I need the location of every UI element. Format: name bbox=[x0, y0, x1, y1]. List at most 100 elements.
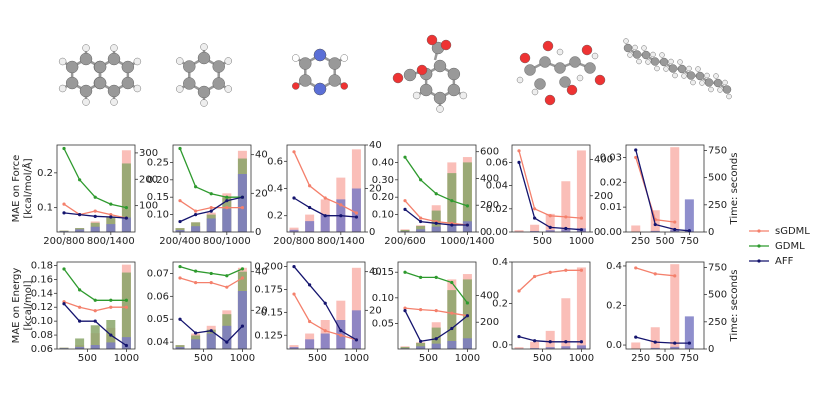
y-axis-label: MAE on Energy bbox=[11, 268, 22, 344]
mae-point bbox=[125, 344, 128, 347]
y-tick-label: 0.10 bbox=[372, 293, 394, 304]
mae-point bbox=[109, 203, 112, 206]
x-tick-label: 200/800 bbox=[43, 236, 85, 247]
time-bar bbox=[577, 150, 586, 232]
mae-point bbox=[450, 281, 453, 284]
time-bar bbox=[222, 209, 231, 232]
mae-point bbox=[225, 341, 228, 344]
atom bbox=[727, 94, 732, 99]
y-tick-label: 0.05 bbox=[372, 318, 394, 329]
mae-point bbox=[178, 147, 181, 150]
y-tick-label: 0.08 bbox=[31, 330, 53, 341]
y2-tick-label: 250 bbox=[708, 200, 727, 211]
mae-point bbox=[419, 220, 422, 223]
mae-point bbox=[324, 329, 327, 332]
atom bbox=[292, 55, 299, 62]
mae-point bbox=[94, 215, 97, 218]
atom bbox=[176, 86, 183, 93]
atom bbox=[404, 69, 416, 81]
mae-point bbox=[94, 196, 97, 199]
mae-point bbox=[109, 299, 112, 302]
time-bar bbox=[238, 174, 247, 232]
x-tick-label: 750 bbox=[680, 353, 699, 364]
x-tick-label: 500 bbox=[533, 236, 552, 247]
atom bbox=[642, 46, 647, 51]
time-bar bbox=[463, 221, 472, 232]
legend-label: AFF bbox=[775, 256, 794, 267]
y2-tick-label: 250 bbox=[708, 317, 727, 328]
mae-point bbox=[403, 208, 406, 211]
x-tick-label: 1000 bbox=[230, 353, 255, 364]
y2-tick-label: 20 bbox=[369, 305, 382, 316]
mae-point bbox=[194, 213, 197, 216]
atom bbox=[595, 75, 605, 85]
y-tick-label: 0.01 bbox=[600, 202, 622, 213]
time-bar bbox=[631, 225, 640, 232]
time-bar bbox=[530, 342, 539, 349]
mae-point bbox=[419, 308, 422, 311]
time-bar bbox=[207, 334, 216, 349]
atom bbox=[535, 79, 546, 90]
atom bbox=[700, 81, 705, 86]
y2-axis-label: Time: seconds bbox=[729, 153, 740, 226]
mae-line bbox=[519, 151, 581, 218]
atom bbox=[628, 53, 633, 58]
time-bar bbox=[631, 342, 640, 349]
time-bar bbox=[651, 327, 660, 349]
mae-point bbox=[210, 192, 213, 195]
x-tick-label: 200/400 bbox=[159, 236, 201, 247]
atom bbox=[80, 85, 92, 97]
mae-point bbox=[241, 267, 244, 270]
atom bbox=[460, 92, 467, 99]
y2-tick-label: 40 bbox=[369, 140, 382, 151]
atom bbox=[655, 66, 660, 71]
y-tick-label: 0.07 bbox=[147, 268, 169, 279]
mae-point bbox=[466, 223, 469, 226]
mae-point bbox=[109, 215, 112, 218]
mae-point bbox=[419, 178, 422, 181]
y-tick-label: 0.03 bbox=[600, 152, 622, 163]
mae-line bbox=[405, 157, 467, 206]
atom bbox=[545, 95, 555, 105]
x-tick-label: 500 bbox=[78, 353, 97, 364]
time-bar bbox=[447, 341, 456, 349]
mae-point bbox=[194, 210, 197, 213]
mae-point bbox=[580, 269, 583, 272]
x-tick-label: 800/1400 bbox=[317, 236, 365, 247]
atom bbox=[517, 77, 523, 83]
mae-line bbox=[180, 149, 242, 198]
x-tick-label: 500 bbox=[655, 353, 674, 364]
x-tick-label: 500 bbox=[655, 236, 674, 247]
legend-marker bbox=[757, 259, 760, 262]
mae-point bbox=[339, 334, 342, 337]
mae-point bbox=[94, 320, 97, 323]
atom bbox=[682, 74, 687, 79]
y-tick-label: 0.15 bbox=[147, 192, 169, 203]
atom bbox=[111, 99, 118, 106]
atom bbox=[669, 59, 674, 64]
atom bbox=[225, 58, 232, 65]
atom bbox=[448, 84, 460, 96]
y-tick-label: 0.15 bbox=[372, 267, 394, 278]
atom bbox=[437, 106, 444, 113]
mae-point bbox=[517, 335, 520, 338]
y-tick-label: 0.04 bbox=[486, 181, 508, 192]
mae-point bbox=[225, 206, 228, 209]
mae-point bbox=[466, 314, 469, 317]
mae-line bbox=[636, 150, 690, 231]
mae-point bbox=[241, 206, 244, 209]
x-tick-label: 500 bbox=[194, 353, 213, 364]
y2-tick-label: 200 bbox=[480, 317, 499, 328]
mae-line bbox=[636, 337, 690, 343]
y2-tick-label: 0 bbox=[708, 227, 714, 238]
y2-tick-label: 600 bbox=[480, 147, 499, 158]
atom bbox=[183, 78, 195, 90]
time-bar bbox=[191, 339, 200, 349]
time-bar bbox=[463, 338, 472, 349]
mae-point bbox=[225, 274, 228, 277]
mae-point bbox=[109, 333, 112, 336]
